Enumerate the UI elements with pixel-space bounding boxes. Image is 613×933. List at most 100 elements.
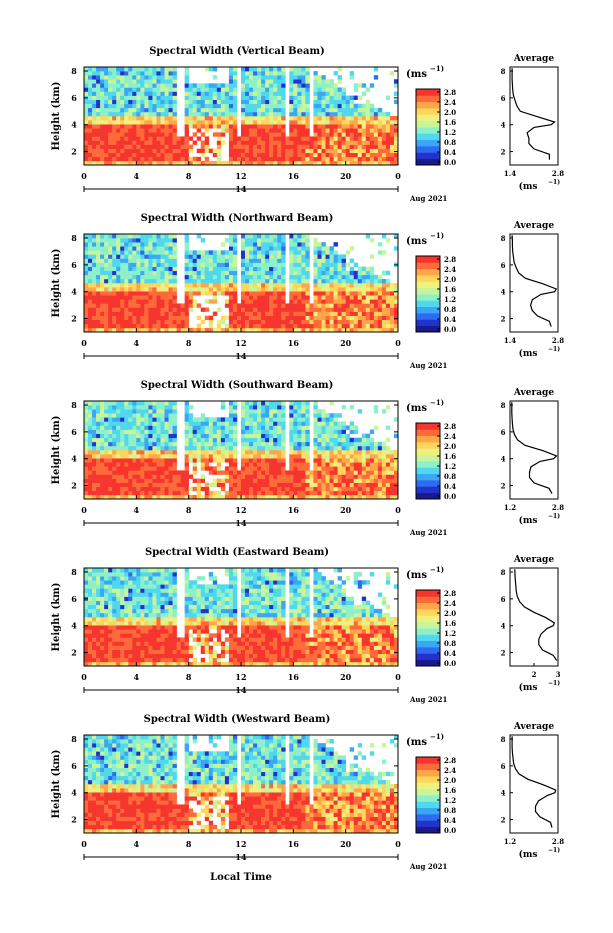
heatmap-cell: [197, 92, 201, 96]
heatmap-cell: [100, 124, 104, 128]
heatmap-cell: [156, 279, 160, 283]
heatmap-cell: [253, 470, 257, 474]
heatmap-cell: [229, 100, 233, 104]
heatmap-cell: [330, 263, 334, 267]
heatmap-cell: [169, 295, 173, 299]
heatmap-cell: [297, 291, 301, 295]
heatmap-cell: [338, 483, 342, 487]
heatmap-cell: [160, 238, 164, 242]
heatmap-cell: [169, 242, 173, 246]
heatmap-cell: [281, 83, 285, 87]
heatmap-cell: [326, 254, 330, 258]
heatmap-cell: [334, 132, 338, 136]
heatmap-cell: [132, 483, 136, 487]
heatmap-cell: [201, 446, 205, 450]
heatmap-cell: [152, 279, 156, 283]
heatmap-cell: [305, 108, 309, 112]
heatmap-cell: [136, 483, 140, 487]
heatmap-cell: [201, 462, 205, 466]
heatmap-cell: [120, 83, 124, 87]
heatmap-cell: [108, 458, 112, 462]
heatmap-cell: [370, 466, 374, 470]
heatmap-cell: [108, 283, 112, 287]
heatmap-cell: [390, 324, 394, 328]
heatmap-cell: [209, 454, 213, 458]
heatmap-cell: [301, 112, 305, 116]
heatmap-cell: [96, 259, 100, 263]
heatmap-cell: [225, 324, 229, 328]
heatmap-cell: [233, 116, 237, 120]
heatmap-cell: [322, 320, 326, 324]
heatmap-cell: [120, 479, 124, 483]
heatmap-cell: [169, 454, 173, 458]
heatmap-cell: [185, 417, 189, 421]
heatmap-cell: [96, 157, 100, 161]
heatmap-cell: [382, 120, 386, 124]
heatmap-cell: [213, 112, 217, 116]
heatmap-cell: [100, 421, 104, 425]
heatmap-cell: [189, 279, 193, 283]
heatmap-cell: [370, 83, 374, 87]
heatmap-cell: [209, 421, 213, 425]
heatmap-cell: [201, 116, 205, 120]
heatmap-cell: [225, 96, 229, 100]
heatmap-cell: [148, 116, 152, 120]
heatmap-cell: [261, 417, 265, 421]
heatmap-cell: [213, 67, 217, 71]
heatmap-cell: [346, 104, 350, 108]
heatmap-cell: [136, 157, 140, 161]
heatmap-cell: [96, 491, 100, 495]
heatmap-cell: [382, 454, 386, 458]
heatmap-cell: [185, 279, 189, 283]
heatmap-cell: [358, 153, 362, 157]
heatmap-cell: [350, 291, 354, 295]
heatmap-cell: [124, 92, 128, 96]
heatmap-cell: [261, 96, 265, 100]
heatmap-cell: [350, 312, 354, 316]
heatmap-cell: [313, 271, 317, 275]
heatmap-cell: [213, 275, 217, 279]
heatmap-cell: [322, 446, 326, 450]
heatmap-cell: [366, 283, 370, 287]
heatmap-cell: [297, 303, 301, 307]
heatmap-cell: [374, 275, 378, 279]
heatmap-cell: [152, 458, 156, 462]
average-profile-line: [512, 68, 555, 159]
heatmap-cell: [197, 259, 201, 263]
heatmap-cell: [229, 283, 233, 287]
heatmap-cell: [289, 153, 293, 157]
heatmap-cell: [241, 430, 245, 434]
heatmap-cell: [342, 259, 346, 263]
heatmap-cell: [354, 136, 358, 140]
heatmap-cell: [160, 316, 164, 320]
heatmap-cell: [346, 470, 350, 474]
heatmap-cell: [124, 434, 128, 438]
heatmap-cell: [197, 83, 201, 87]
heatmap-cell: [253, 303, 257, 307]
heatmap-cell: [165, 108, 169, 112]
heatmap-cell: [313, 254, 317, 258]
heatmap-cell: [213, 287, 217, 291]
heatmap-cell: [197, 491, 201, 495]
heatmap-cell: [326, 320, 330, 324]
heatmap-cell: [140, 242, 144, 246]
heatmap-cell: [156, 458, 160, 462]
heatmap-cell: [160, 128, 164, 132]
heatmap-cell: [269, 287, 273, 291]
heatmap-cell: [156, 116, 160, 120]
heatmap-cell: [201, 124, 205, 128]
heatmap-cell: [382, 279, 386, 283]
heatmap-cell: [88, 242, 92, 246]
heatmap-cell: [213, 470, 217, 474]
heatmap-cell: [233, 67, 237, 71]
heatmap-cell: [201, 291, 205, 295]
heatmap-cell: [334, 120, 338, 124]
heatmap-cell: [160, 246, 164, 250]
heatmap-cell: [293, 108, 297, 112]
heatmap-cell: [289, 108, 293, 112]
heatmap-cell: [193, 96, 197, 100]
heatmap-cell: [213, 108, 217, 112]
heatmap-cell: [245, 141, 249, 145]
heatmap-cell: [96, 438, 100, 442]
heatmap-cell: [245, 116, 249, 120]
